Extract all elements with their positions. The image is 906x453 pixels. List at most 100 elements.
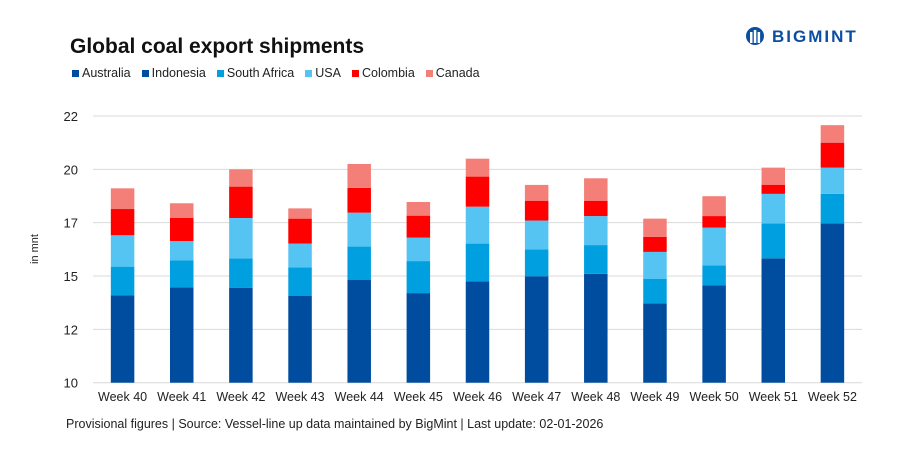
x-tick-label: Week 40 xyxy=(98,390,147,404)
bar-segment-south-africa xyxy=(702,265,726,286)
bar-segment-usa xyxy=(465,206,490,244)
bar-segment-colombia xyxy=(347,187,371,213)
x-tick-label: Week 42 xyxy=(216,390,265,404)
x-tick-label: Week 51 xyxy=(749,390,798,404)
bar-segment-canada xyxy=(406,201,431,216)
legend-swatch xyxy=(141,69,149,77)
bar-segment-usa xyxy=(406,237,431,262)
bar-segment-colombia xyxy=(465,176,490,207)
bar-segment-colombia xyxy=(229,186,253,218)
bar-segment-colombia xyxy=(702,216,726,228)
bar-segment-australia xyxy=(465,281,490,383)
bar-segment-canada xyxy=(229,169,253,187)
x-tick-label: Week 41 xyxy=(157,390,206,404)
x-tick-label: Week 45 xyxy=(394,390,443,404)
bar-segment-south-africa xyxy=(584,245,608,274)
bar-segment-canada xyxy=(169,203,194,218)
legend-swatch xyxy=(351,69,359,77)
bar-segment-usa xyxy=(584,216,608,246)
legend-label: Canada xyxy=(435,66,480,80)
x-tick-label: Week 52 xyxy=(808,390,857,404)
x-tick-label: Week 46 xyxy=(453,390,502,404)
bar-segment-south-africa xyxy=(643,279,667,304)
bar-segment-south-africa xyxy=(465,243,490,282)
bar-segment-usa xyxy=(347,212,371,247)
bar-segment-south-africa xyxy=(524,249,549,277)
x-tick-label: Week 50 xyxy=(690,390,739,404)
bar-segment-canada xyxy=(465,158,490,177)
bar-segment-australia xyxy=(643,303,667,383)
bar-segment-australia xyxy=(110,295,135,383)
y-tick-label: 17 xyxy=(64,216,78,231)
bar-segment-usa xyxy=(110,235,135,267)
bar-segment-australia xyxy=(347,279,371,383)
bar-segment-australia xyxy=(229,287,253,383)
bar-segment-usa xyxy=(169,241,194,261)
bar-segment-canada xyxy=(524,184,549,201)
x-tick-label: Week 47 xyxy=(512,390,561,404)
bar-segment-colombia xyxy=(643,236,667,252)
legend-item: USA xyxy=(305,66,341,80)
legend-label: Australia xyxy=(82,66,131,80)
bar-segment-canada xyxy=(643,218,667,237)
legend-label: South Africa xyxy=(226,66,295,80)
y-tick-label: 10 xyxy=(64,376,78,391)
bar-segment-usa xyxy=(288,243,312,268)
bar-segment-colombia xyxy=(169,217,194,242)
bar-segment-canada xyxy=(584,178,608,201)
bar-segment-canada xyxy=(347,164,371,188)
bar-segment-canada xyxy=(702,196,726,217)
y-tick-label: 12 xyxy=(64,322,78,337)
bar-segment-south-africa xyxy=(110,266,135,296)
bar-segment-canada xyxy=(761,167,786,185)
legend-swatch xyxy=(72,69,79,77)
bar-segment-south-africa xyxy=(169,260,194,288)
bar-segment-colombia xyxy=(584,200,608,217)
legend-item: Colombia xyxy=(351,66,415,80)
bar-segment-south-africa xyxy=(347,246,371,280)
logo-text: BIGMINT xyxy=(772,27,858,46)
bar-segment-australia xyxy=(761,258,786,383)
bar-segment-usa xyxy=(820,167,845,194)
legend-swatch xyxy=(425,69,433,77)
y-tick-label: 15 xyxy=(64,269,78,284)
bar-segment-colombia xyxy=(820,142,845,168)
bar-segment-australia xyxy=(820,223,845,383)
x-tick-label: Week 44 xyxy=(335,390,384,404)
bar-segment-usa xyxy=(524,220,549,250)
legend-item: South Africa xyxy=(216,66,295,80)
bar-segment-colombia xyxy=(761,184,786,194)
bar-segment-south-africa xyxy=(229,258,253,288)
legend-swatch xyxy=(305,69,313,77)
source-footnote: Provisional figures | Source: Vessel-lin… xyxy=(66,417,604,431)
bar-segment-canada xyxy=(288,208,312,219)
bar-segment-usa xyxy=(702,227,726,266)
bar-segment-australia xyxy=(169,287,194,383)
bar-segment-usa xyxy=(229,217,253,259)
bar-segment-australia xyxy=(406,293,431,383)
y-tick-label: 20 xyxy=(64,162,78,177)
y-axis-label: in mnt xyxy=(29,234,41,264)
bar-segment-australia xyxy=(288,295,312,383)
chart-title: Global coal export shipments xyxy=(70,35,365,58)
bar-segment-colombia xyxy=(524,200,549,221)
legend-label: USA xyxy=(315,66,341,80)
legend-item: Indonesia xyxy=(141,66,206,80)
legend-label: Colombia xyxy=(361,66,415,80)
legend-item: Canada xyxy=(425,66,480,80)
bar-segment-canada xyxy=(820,125,845,143)
y-tick-label: 22 xyxy=(64,109,78,124)
logo-icon xyxy=(746,27,764,45)
bar-segment-colombia xyxy=(110,209,135,236)
bar-segment-colombia xyxy=(288,218,312,244)
legend-label: Indonesia xyxy=(151,66,206,80)
bar-segment-colombia xyxy=(406,215,431,238)
legend-item: Australia xyxy=(72,66,131,80)
legend-swatch xyxy=(216,69,224,77)
bar-segment-south-africa xyxy=(288,267,312,296)
bar-segment-australia xyxy=(702,285,726,383)
bar-segment-australia xyxy=(584,273,608,383)
x-tick-label: Week 49 xyxy=(630,390,679,404)
bar-segment-south-africa xyxy=(820,193,845,224)
